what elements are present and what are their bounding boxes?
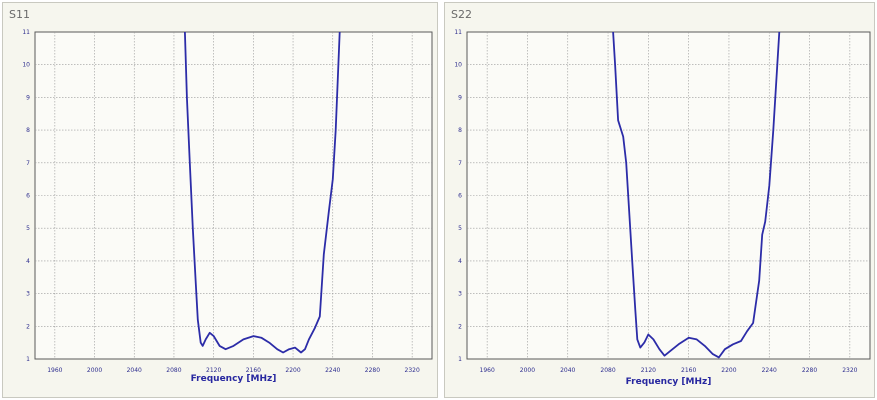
x-tick-label: 2280 <box>365 367 380 374</box>
x-tick-label: 2160 <box>681 367 696 374</box>
y-tick-label: 5 <box>458 225 462 232</box>
x-axis-label: Frequency [MHz] <box>191 374 277 384</box>
x-tick-label: 2000 <box>87 367 102 374</box>
x-tick-label: 2240 <box>325 367 340 374</box>
chart-title: S22 <box>451 8 472 21</box>
y-tick-label: 4 <box>26 258 30 265</box>
x-tick-label: 2160 <box>246 367 261 374</box>
x-tick-label: 2320 <box>842 367 857 374</box>
x-tick-label: 2120 <box>206 367 221 374</box>
y-tick-label: 6 <box>26 193 30 200</box>
chart-s11: S11 11 10 9 8 7 6 5 4 3 2 1 1960 2000 2040 2080 2120 2160… <box>9 8 433 384</box>
x-tick-label: 1960 <box>480 367 495 374</box>
x-tick-label: 2040 <box>127 367 142 374</box>
y-tick-label: 10 <box>454 62 462 69</box>
y-tick-label: 1 <box>458 356 462 363</box>
series-line <box>612 32 781 359</box>
y-tick-label: 9 <box>26 94 30 101</box>
x-axis-label: Frequency [MHz] <box>626 377 712 387</box>
x-tick-label: 2000 <box>520 367 535 374</box>
y-tick-label: 10 <box>22 62 30 69</box>
x-tick-label: 2320 <box>405 367 420 374</box>
y-tick-label: 8 <box>458 127 462 134</box>
x-tick-label: 2200 <box>285 367 300 374</box>
y-tick-label: 3 <box>26 291 30 298</box>
x-tick-label: 2120 <box>641 367 656 374</box>
y-tick-label: 4 <box>458 258 462 265</box>
y-tick-label: 11 <box>22 29 30 36</box>
x-tick-label: 2200 <box>721 367 736 374</box>
chart-panel-s11: S11 11 10 9 8 7 6 5 4 3 2 1 1960 2000 2040 2080 2120 2160… <box>2 2 438 398</box>
y-tick-label: 6 <box>458 193 462 200</box>
y-tick-label: 11 <box>454 29 462 36</box>
y-tick-label: 5 <box>26 225 30 232</box>
x-tick-label: 2080 <box>600 367 615 374</box>
series-line <box>184 32 341 354</box>
y-tick-label: 1 <box>26 356 30 363</box>
chart-title: S11 <box>9 8 30 21</box>
chart-panel-s22: S22 11 10 9 8 7 6 5 4 3 2 1 1960 2000 2040 2080 2120 2160… <box>444 2 875 398</box>
y-tick-label: 2 <box>458 323 462 330</box>
x-tick-label: 2080 <box>166 367 181 374</box>
y-tick-label: 2 <box>26 323 30 330</box>
y-tick-label: 8 <box>26 127 30 134</box>
x-tick-label: 2280 <box>802 367 817 374</box>
y-tick-label: 9 <box>458 94 462 101</box>
y-tick-label: 3 <box>458 291 462 298</box>
y-tick-label: 7 <box>458 160 462 167</box>
y-tick-label: 7 <box>26 160 30 167</box>
chart-s22: S22 11 10 9 8 7 6 5 4 3 2 1 1960 2000 2040 2080 2120 2160… <box>451 8 871 387</box>
x-tick-label: 2240 <box>762 367 777 374</box>
x-tick-label: 1960 <box>47 367 62 374</box>
x-tick-label: 2040 <box>560 367 575 374</box>
